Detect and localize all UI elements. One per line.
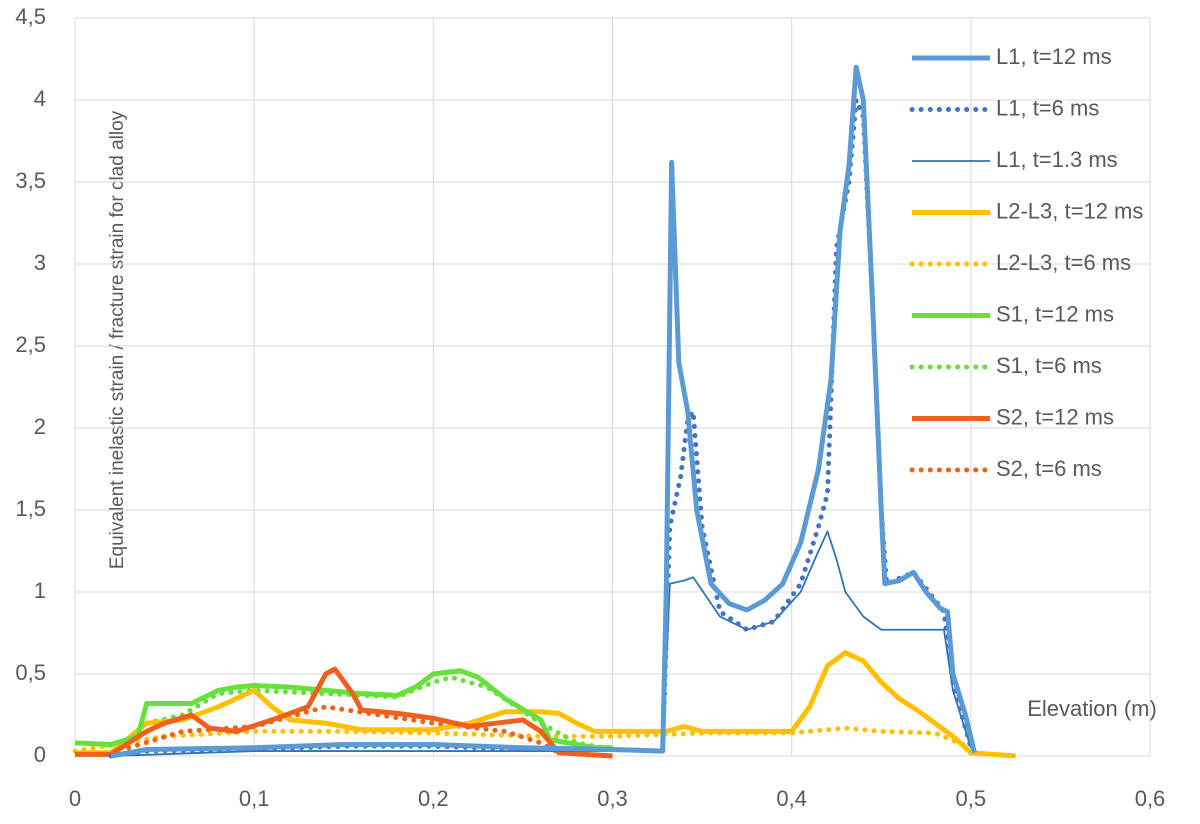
legend-label: L1, t=1.3 ms	[996, 147, 1118, 172]
legend-label: L1, t=12 ms	[996, 44, 1112, 69]
y-tick-label: 0,5	[15, 660, 46, 685]
y-tick-label: 3	[34, 250, 46, 275]
series-line	[75, 666, 613, 759]
x-tick-label: 0,2	[418, 786, 449, 811]
legend: L1, t=12 ms L1, t=6 ms L1, t=1.3 ms L2-L3, …	[909, 44, 1143, 481]
legend-label: L1, t=6 ms	[996, 95, 1099, 120]
x-tick-label: 0,4	[776, 786, 807, 811]
series-line	[74, 668, 613, 751]
grid	[74, 17, 1151, 757]
series-line	[72, 725, 974, 754]
series-line	[126, 704, 562, 756]
legend-label: S1, t=6 ms	[996, 353, 1102, 378]
x-tick-label: 0,1	[239, 786, 270, 811]
y-tick-label: 0	[34, 742, 46, 767]
x-tick-label: 0	[69, 786, 81, 811]
x-axis-title: Elevation (m)	[1027, 696, 1157, 721]
y-tick-label: 4,5	[15, 4, 46, 29]
y-tick-label: 2,5	[15, 332, 46, 357]
series-line	[144, 674, 615, 752]
x-tick-label: 0,5	[956, 786, 987, 811]
series-line	[110, 64, 977, 759]
legend-label: S2, t=12 ms	[996, 404, 1114, 429]
x-tick-label: 0,3	[597, 786, 628, 811]
legend-label: S2, t=6 ms	[996, 456, 1102, 481]
x-tick-label: 0,6	[1135, 786, 1166, 811]
y-tick-label: 4	[34, 86, 46, 111]
y-tick-label: 1	[34, 578, 46, 603]
y-tick-label: 2	[34, 414, 46, 439]
series-line	[75, 650, 1016, 759]
y-tick-label: 1,5	[15, 496, 46, 521]
y-tick-label: 3,5	[15, 168, 46, 193]
y-axis-title: Equivalent inelastic strain / fracture s…	[107, 110, 128, 569]
legend-label: S1, t=12 ms	[996, 301, 1114, 326]
legend-label: L2-L3, t=12 ms	[996, 198, 1143, 223]
legend-label: L2-L3, t=6 ms	[996, 250, 1131, 275]
